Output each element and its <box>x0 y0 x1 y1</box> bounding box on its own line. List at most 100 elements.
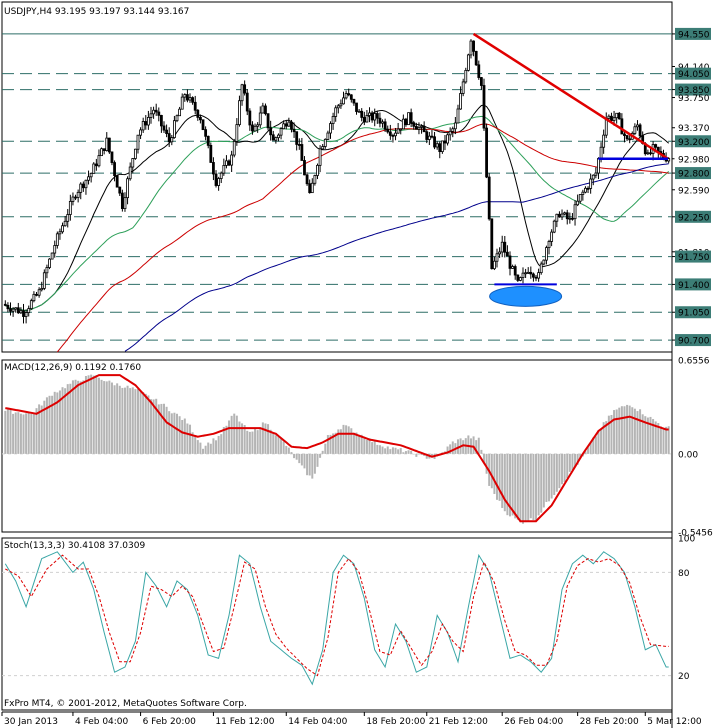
macd-histogram-bar <box>272 433 275 454</box>
candle-body <box>610 115 613 121</box>
price-level-badge <box>675 67 711 80</box>
candle-body <box>97 155 101 167</box>
candle-body <box>591 174 595 180</box>
candle-body <box>45 267 49 274</box>
macd-histogram-bar <box>571 453 574 470</box>
price-badge-label: 93.200 <box>678 138 710 148</box>
macd-histogram-bar <box>17 412 20 454</box>
macd-histogram-bar <box>485 453 488 474</box>
macd-histogram-bar <box>618 407 621 454</box>
candle-body <box>300 144 304 161</box>
candle-body <box>347 93 351 96</box>
macd-histogram-bar <box>425 453 428 459</box>
macd-histogram-bar <box>652 419 655 454</box>
macd-histogram-bar <box>53 391 56 454</box>
macd-histogram-bar <box>225 425 228 454</box>
macd-histogram-bar <box>22 414 25 454</box>
macd-histogram-bar <box>116 383 119 454</box>
price-badge-label: 94.050 <box>678 70 710 80</box>
macd-histogram-bar <box>38 404 41 454</box>
macd-histogram-bar <box>589 442 592 454</box>
candle-body <box>68 201 72 215</box>
macd-histogram-bar <box>123 387 126 454</box>
macd-histogram-bar <box>199 442 202 454</box>
candle-body <box>326 132 330 140</box>
macd-histogram-bar <box>233 413 236 454</box>
time-tick-label: 21 Feb 12:00 <box>429 717 488 727</box>
macd-histogram-bar <box>584 451 587 454</box>
macd-histogram-bar <box>657 423 660 454</box>
candle-body <box>573 204 577 220</box>
candle-body <box>368 112 371 116</box>
candle-body <box>42 272 46 289</box>
candle-body <box>84 179 88 189</box>
macd-histogram-bar <box>654 421 657 454</box>
macd-histogram-bar <box>605 421 608 454</box>
macd-histogram-bar <box>326 435 329 454</box>
candle-body <box>27 308 31 313</box>
candle-body <box>282 123 286 130</box>
candle-body <box>61 225 64 233</box>
macd-histogram-bar <box>610 414 613 454</box>
candle-body <box>318 148 322 166</box>
price-level-badge <box>675 334 711 347</box>
macd-histogram-bar <box>321 450 324 454</box>
current-price-badge <box>674 152 712 166</box>
macd-histogram-bar <box>285 445 288 454</box>
macd-histogram-bar <box>300 453 303 466</box>
candle-body <box>542 259 546 265</box>
macd-histogram-bar <box>144 393 147 454</box>
candle-body <box>238 100 241 126</box>
candle-body <box>188 97 192 101</box>
macd-histogram-bar <box>207 442 210 454</box>
candle-body <box>55 233 59 246</box>
time-tick-label: 5 Mar 12:00 <box>647 717 702 727</box>
macd-histogram-bar <box>490 453 493 489</box>
candle-body <box>365 115 369 123</box>
candle-body <box>22 310 25 317</box>
macd-histogram-bar <box>92 375 95 454</box>
macd-histogram-bar <box>87 375 90 454</box>
macd-histogram-bar <box>142 392 145 454</box>
price-tick-label: 93.750 <box>678 94 710 104</box>
macd-histogram-bar <box>40 405 43 454</box>
macd-histogram-bar <box>217 435 220 454</box>
candle-body <box>633 126 637 134</box>
macd-histogram-bar <box>152 399 155 454</box>
macd-histogram-bar <box>110 382 113 454</box>
macd-histogram-bar <box>363 438 366 454</box>
macd-histogram-bar <box>32 412 35 454</box>
macd-histogram-bar <box>58 390 61 454</box>
macd-histogram-bar <box>4 410 7 454</box>
candle-body <box>71 196 75 202</box>
macd-histogram-bar <box>480 449 483 454</box>
candle-body <box>443 140 447 144</box>
macd-histogram-bar <box>147 395 150 454</box>
axes: 94.55094.14094.05093.85093.75093.37093.2… <box>1 27 713 727</box>
candle-body <box>370 112 374 121</box>
macd-histogram-bar <box>360 434 363 454</box>
candle-body <box>420 125 423 128</box>
macd-histogram-bar <box>319 453 322 458</box>
price-tick-label: 93.370 <box>678 124 710 134</box>
macd-histogram-bar <box>420 453 423 455</box>
candle-body <box>16 307 20 314</box>
candle-body <box>284 123 288 127</box>
macd-histogram-bar <box>355 432 358 454</box>
macd-histogram-bar <box>248 431 251 454</box>
price-level-badge <box>675 167 711 180</box>
candle-body <box>500 241 504 253</box>
candle-body <box>550 231 554 242</box>
macd-histogram-bar <box>194 435 197 454</box>
candle-body <box>105 137 109 151</box>
candle-body <box>261 105 265 114</box>
candle-body <box>40 288 44 291</box>
price-badge-label: 91.750 <box>678 253 710 263</box>
macd-histogram-bar <box>162 403 165 454</box>
candle-body <box>149 113 153 118</box>
time-tick-label: 14 Feb 04:00 <box>288 717 347 727</box>
candle-body <box>100 148 103 157</box>
candlesticks <box>3 39 671 324</box>
macd-histogram-bar <box>82 380 85 454</box>
candle-body <box>344 93 348 99</box>
